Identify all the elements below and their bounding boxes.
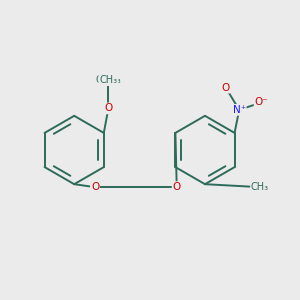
- Text: N⁺: N⁺: [232, 105, 246, 115]
- Text: CH₃: CH₃: [251, 182, 269, 192]
- Text: O: O: [172, 182, 181, 192]
- Text: OCH₃: OCH₃: [95, 75, 121, 85]
- Text: O: O: [104, 103, 112, 113]
- Text: O: O: [222, 82, 230, 93]
- Text: O⁻: O⁻: [255, 98, 268, 107]
- Text: CH₃: CH₃: [99, 75, 118, 85]
- Text: O: O: [91, 182, 99, 192]
